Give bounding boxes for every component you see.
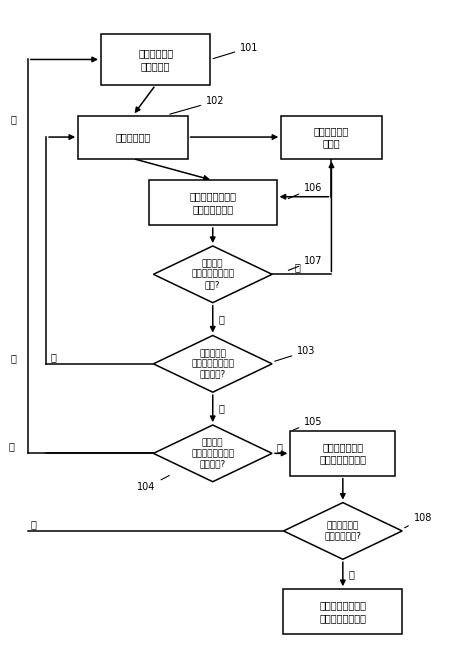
Bar: [284, 589, 402, 634]
Polygon shape: [153, 425, 272, 482]
Text: 将目标卫星的寻找
结果发送给机顶盒: 将目标卫星的寻找 结果发送给机顶盒: [319, 601, 366, 623]
Text: 108: 108: [405, 513, 432, 528]
Text: 所有目标卫星
是否寻找完成?: 所有目标卫星 是否寻找完成?: [324, 521, 361, 540]
Text: 是否成功接
收目标卫星单一频
点的信号?: 是否成功接 收目标卫星单一频 点的信号?: [191, 349, 234, 379]
Text: 控制马达转动: 控制马达转动: [115, 132, 151, 142]
Text: 否: 否: [11, 114, 17, 124]
Text: 105: 105: [293, 417, 322, 430]
Bar: [149, 180, 277, 225]
Text: 是: 是: [277, 442, 283, 452]
Text: 否: 否: [11, 353, 17, 363]
Polygon shape: [153, 335, 272, 392]
Text: 否: 否: [8, 441, 14, 451]
Text: 107: 107: [288, 256, 322, 271]
Text: 103: 103: [275, 346, 316, 361]
Bar: [101, 34, 211, 85]
Text: 控制马达停止转
动，标记目标卫星: 控制马达停止转 动，标记目标卫星: [319, 442, 366, 464]
Text: 104: 104: [137, 476, 169, 492]
Text: 否: 否: [218, 314, 224, 324]
Text: 是: 是: [294, 262, 300, 272]
Text: 否: 否: [30, 519, 36, 529]
Text: 比较当前
信号强度是否为最
佳强度值?: 比较当前 信号强度是否为最 佳强度值?: [191, 438, 234, 468]
Bar: [78, 116, 188, 158]
Text: 是: 是: [348, 569, 354, 579]
Text: 是: 是: [218, 403, 224, 413]
Text: 106: 106: [288, 183, 322, 198]
Text: 获取目标卫星
的特征数据: 获取目标卫星 的特征数据: [138, 48, 173, 71]
Text: 101: 101: [213, 43, 259, 59]
Text: 获取马达转动参数
并发送至机顶盒: 获取马达转动参数 并发送至机顶盒: [189, 192, 236, 214]
Polygon shape: [284, 502, 402, 559]
Bar: [281, 116, 382, 158]
Bar: [290, 431, 395, 476]
Polygon shape: [153, 246, 272, 303]
Text: 102: 102: [170, 96, 225, 114]
Text: 否: 否: [51, 351, 56, 361]
Text: 控制马达反方
向转动: 控制马达反方 向转动: [314, 126, 349, 148]
Text: 马达转动
角度是否达到极限
角度?: 马达转动 角度是否达到极限 角度?: [191, 259, 234, 289]
